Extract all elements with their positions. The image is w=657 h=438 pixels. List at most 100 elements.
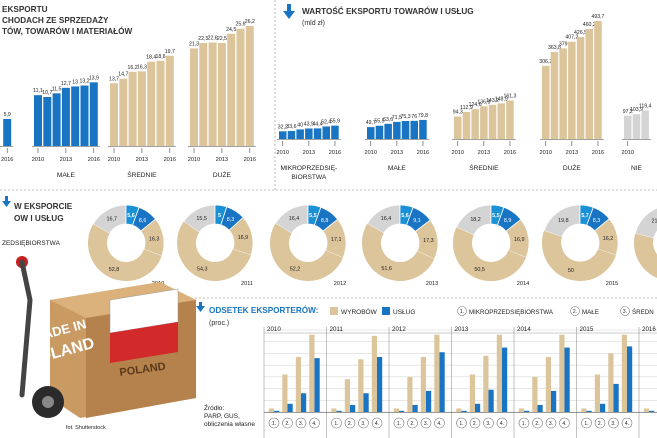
donut-slice-label: 8,6 xyxy=(139,218,147,224)
tick-label: 2013 xyxy=(216,157,228,163)
tick-label: 2010 xyxy=(277,150,289,156)
number-circle-icon xyxy=(594,417,606,429)
bar xyxy=(641,110,649,139)
bar-wyrobow xyxy=(358,359,364,412)
bar xyxy=(542,65,550,139)
donut-year-label: 2011 xyxy=(241,281,253,287)
legend-swatch-uslug xyxy=(382,307,390,315)
bar-uslug xyxy=(537,404,543,412)
group-label: NIE xyxy=(631,165,643,172)
category-label: 3. xyxy=(549,421,553,427)
bar-wyrobow xyxy=(309,334,315,412)
bar-value-label: 112,9 xyxy=(460,105,473,111)
bar-value-label: 16,2 xyxy=(128,65,138,71)
value-bar-chart: 32,233,6 40 43,944,452,455,9 2010 2013 2016 MI… xyxy=(277,14,652,181)
bar-value-label: 79,8 xyxy=(418,113,428,119)
donut-year-label: 2014 xyxy=(517,281,529,287)
legend-label-wyrobow: WYROBÓW xyxy=(341,307,378,316)
donut-slice-label: 18,2 xyxy=(470,217,481,223)
bar xyxy=(227,33,236,147)
donut-slice xyxy=(452,227,527,282)
donut-3: 16,4 5,6 9,1 17,3 51,6 2013 xyxy=(362,204,439,287)
bar-value-label: 13,9 xyxy=(89,75,99,81)
donut-slice xyxy=(633,233,657,278)
bar-uslug xyxy=(586,410,592,412)
bar-value-label: 97,2 xyxy=(623,109,633,115)
bar-value-label: 14,7 xyxy=(118,72,128,78)
bar-value-label: 148,9 xyxy=(495,96,508,102)
tick-label: 2013 xyxy=(136,157,148,163)
bar xyxy=(110,83,118,146)
legend-swatch-wyrobow xyxy=(330,307,338,315)
bar-uslug xyxy=(426,390,432,412)
bar-wyrobow xyxy=(393,408,399,412)
bar xyxy=(156,60,165,147)
bar-value-label: 18,4 xyxy=(146,55,156,61)
donut-slice-label: 17,1 xyxy=(331,237,342,243)
bar-wyrobow xyxy=(407,376,413,412)
bar-value-label: 55,5 xyxy=(374,119,384,125)
donut-slice-label: 16,3 xyxy=(149,236,160,242)
bar-group-0: 5,92016ZIĘ- xyxy=(0,112,13,163)
number-circle-icon xyxy=(620,306,630,316)
donut-slice-label: 8,9 xyxy=(504,218,512,224)
tick-label: 2016 xyxy=(592,150,604,156)
group-label-2: BIORSTWA xyxy=(291,174,327,181)
bar-value-label: 25,6 xyxy=(235,22,245,28)
bar xyxy=(208,42,217,146)
number-circle-icon xyxy=(456,417,467,429)
bar-uslug xyxy=(600,403,606,412)
bar xyxy=(245,26,254,146)
size-legend-item: 1. MIKROPRZEDSIĘBIORSTWA xyxy=(457,306,554,316)
bar-value-label: 407,2 xyxy=(565,35,578,41)
bar-value-label: 18,6 xyxy=(155,54,165,60)
size-legend-number: 3. xyxy=(623,309,627,315)
panel-year-label: 2016 xyxy=(642,326,656,333)
bar-uslug xyxy=(502,347,508,412)
donut-header: W EKSPORCIE OW I USŁUG ZEDSIĘBIORSTWA xyxy=(2,196,73,247)
donut-slice xyxy=(541,230,616,282)
bar-value-label: 49,7 xyxy=(366,120,376,126)
bar-wyrobow xyxy=(344,379,350,412)
legend-label-uslug: USŁUG xyxy=(393,309,415,316)
group-label: DUŻE xyxy=(213,170,232,179)
bar-uslug xyxy=(627,346,633,412)
donut-legend-label: ZEDSIĘBIORSTWA xyxy=(2,240,61,247)
bar-uslug xyxy=(399,410,405,412)
bar-value-label: 26,2 xyxy=(245,19,255,25)
bar-wyrobow xyxy=(295,356,301,412)
bar xyxy=(217,42,226,146)
bar xyxy=(279,131,287,139)
panel-year-label: 2014 xyxy=(517,326,531,333)
bar xyxy=(34,95,42,146)
number-circle-icon xyxy=(469,417,481,429)
donut-slice-label: 21 xyxy=(652,218,657,224)
bar-wyrobow xyxy=(581,408,587,412)
donut-slice-label: 50 xyxy=(568,268,574,274)
bar-value-label: 22,6 xyxy=(208,35,218,41)
tick-label: 2013 xyxy=(60,157,72,163)
donut-slice-label: 52,8 xyxy=(109,267,120,273)
bar xyxy=(454,116,462,139)
bar-value-label: 103,9 xyxy=(630,107,643,113)
bar-value-label: 32,2 xyxy=(278,124,288,130)
category-label: 4. xyxy=(500,421,504,427)
bar xyxy=(624,115,632,139)
bar xyxy=(506,100,514,139)
bar-wyrobow xyxy=(434,334,440,412)
donut-slice xyxy=(362,223,435,281)
tick-label: 2013 xyxy=(478,150,490,156)
donut-year-label: 2013 xyxy=(426,281,438,287)
bar xyxy=(296,129,304,139)
bar-wyrobow xyxy=(594,374,600,412)
year-panel-1: 2011 1. 2. 3. 4. xyxy=(326,326,389,438)
hand-truck-frame xyxy=(19,259,33,398)
category-label: 4. xyxy=(375,421,379,427)
bar-value-label: 11,1 xyxy=(33,88,43,94)
bar xyxy=(287,130,296,139)
number-circle-icon xyxy=(518,417,530,429)
share-chart-header: EKSPORTU CHODACH ZE SPRZEDAŻY TÓW, TOWAR… xyxy=(2,5,132,36)
bar-uslug xyxy=(439,352,445,412)
